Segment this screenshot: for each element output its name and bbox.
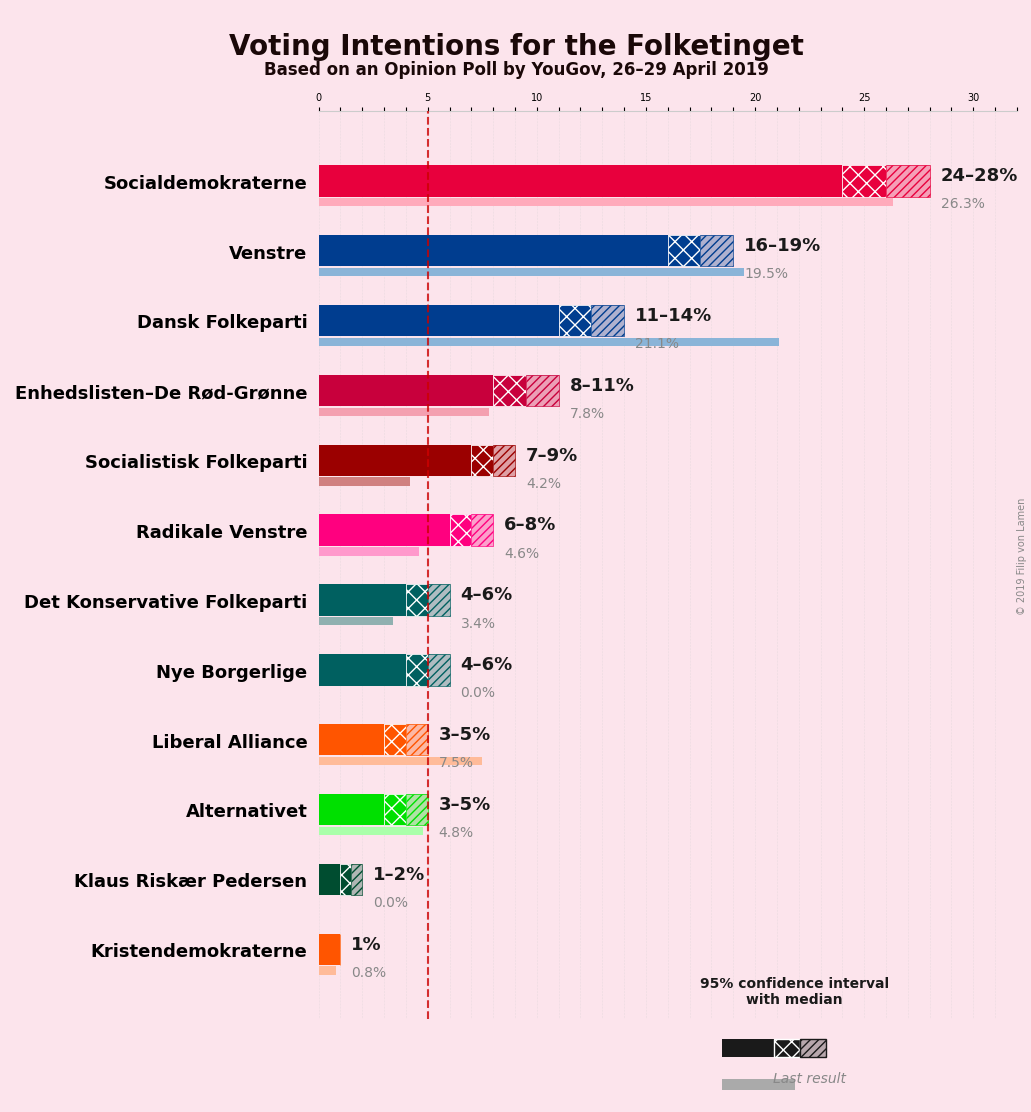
Text: 4–6%: 4–6%: [460, 586, 512, 604]
Text: 7–9%: 7–9%: [526, 446, 577, 464]
Bar: [493, 445, 514, 477]
Text: 4.6%: 4.6%: [504, 546, 539, 560]
Text: Based on an Opinion Poll by YouGov, 26–29 April 2019: Based on an Opinion Poll by YouGov, 26–2…: [263, 61, 768, 79]
Text: 0.0%: 0.0%: [460, 686, 495, 699]
Bar: [319, 757, 481, 765]
Text: 95% confidence interval
with median: 95% confidence interval with median: [699, 976, 889, 1006]
Text: 0.0%: 0.0%: [373, 895, 408, 910]
Text: 4–6%: 4–6%: [460, 656, 512, 674]
Bar: [493, 445, 514, 477]
Text: 8–11%: 8–11%: [569, 377, 634, 395]
Text: 1–2%: 1–2%: [373, 865, 425, 883]
Bar: [405, 585, 427, 616]
Bar: [886, 166, 929, 197]
Text: 4.8%: 4.8%: [438, 825, 473, 840]
Bar: [319, 827, 423, 835]
Text: Last result: Last result: [772, 1072, 845, 1085]
Text: 6–8%: 6–8%: [504, 516, 556, 534]
Bar: [799, 1039, 825, 1058]
Text: 1%: 1%: [351, 935, 381, 953]
Bar: [405, 794, 427, 825]
Text: Voting Intentions for the Folketinget: Voting Intentions for the Folketinget: [228, 33, 803, 61]
Bar: [886, 166, 929, 197]
Bar: [841, 166, 886, 197]
Bar: [319, 268, 743, 277]
Bar: [351, 864, 362, 895]
Text: 7.8%: 7.8%: [569, 407, 604, 420]
Bar: [319, 478, 410, 486]
Bar: [591, 306, 624, 337]
Text: 21.1%: 21.1%: [634, 337, 678, 351]
Text: 3–5%: 3–5%: [438, 725, 491, 744]
Bar: [319, 864, 340, 895]
Bar: [558, 306, 591, 337]
Bar: [384, 794, 405, 825]
Bar: [405, 794, 427, 825]
Bar: [384, 724, 405, 756]
Text: 16–19%: 16–19%: [743, 237, 821, 255]
Text: 4.2%: 4.2%: [526, 477, 561, 490]
Bar: [526, 376, 558, 407]
Bar: [319, 617, 393, 626]
Bar: [493, 376, 526, 407]
Bar: [799, 1039, 825, 1058]
Bar: [722, 1079, 794, 1090]
Bar: [471, 515, 493, 546]
Bar: [427, 655, 450, 686]
Bar: [351, 864, 362, 895]
Bar: [722, 1039, 773, 1058]
Bar: [319, 408, 489, 417]
Text: 26.3%: 26.3%: [939, 197, 984, 211]
Text: 3.4%: 3.4%: [460, 616, 495, 631]
Bar: [700, 236, 733, 267]
Text: 24–28%: 24–28%: [939, 167, 1017, 185]
Bar: [405, 724, 427, 756]
Bar: [319, 966, 336, 975]
Bar: [340, 864, 351, 895]
Text: 0.8%: 0.8%: [351, 965, 387, 979]
Bar: [319, 199, 892, 207]
Bar: [319, 934, 340, 965]
Bar: [427, 585, 450, 616]
Bar: [427, 585, 450, 616]
Bar: [319, 585, 405, 616]
Text: © 2019 Filip von Lamen: © 2019 Filip von Lamen: [1016, 497, 1026, 615]
Bar: [319, 338, 778, 347]
Bar: [319, 724, 384, 756]
Bar: [773, 1039, 799, 1058]
Bar: [471, 445, 493, 477]
Bar: [405, 724, 427, 756]
Bar: [319, 548, 419, 556]
Bar: [667, 236, 700, 267]
Bar: [319, 515, 450, 546]
Bar: [319, 794, 384, 825]
Text: 11–14%: 11–14%: [634, 307, 711, 325]
Bar: [591, 306, 624, 337]
Bar: [427, 655, 450, 686]
Bar: [319, 376, 493, 407]
Bar: [319, 655, 405, 686]
Bar: [450, 515, 471, 546]
Text: 3–5%: 3–5%: [438, 795, 491, 813]
Bar: [405, 655, 427, 686]
Bar: [319, 306, 558, 337]
Text: 7.5%: 7.5%: [438, 756, 473, 770]
Bar: [319, 445, 471, 477]
Bar: [319, 236, 667, 267]
Bar: [526, 376, 558, 407]
Text: 19.5%: 19.5%: [743, 267, 788, 281]
Bar: [700, 236, 733, 267]
Bar: [471, 515, 493, 546]
Bar: [319, 166, 841, 197]
